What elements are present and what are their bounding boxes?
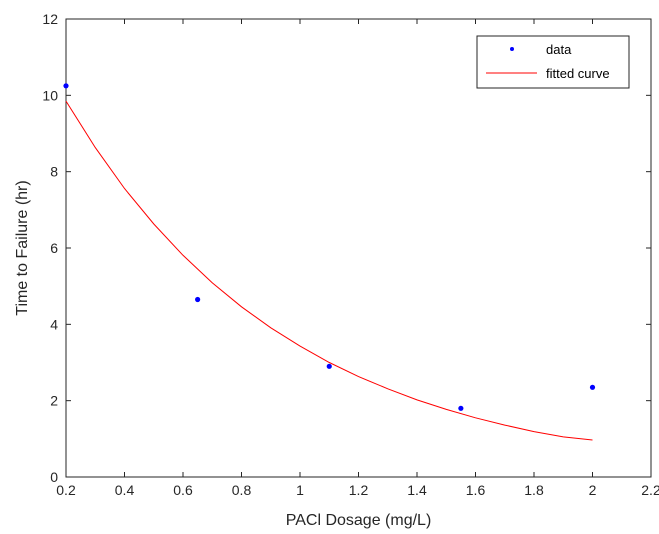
legend-box	[476, 35, 630, 89]
y-tick-label: 0	[50, 469, 58, 485]
x-axis-ticks: 0.2 0.4 0.6 0.8 1 1.2 1.4 1.6 1.8 2 2.2	[56, 19, 659, 498]
legend-data-marker	[510, 47, 514, 51]
legend-label-fitted-curve: fitted curve	[546, 66, 610, 81]
y-tick-label: 12	[42, 11, 58, 27]
y-axis-label: Time to Failure (hr)	[14, 180, 31, 315]
legend-label-data: data	[546, 42, 572, 57]
x-tick-label: 0.8	[232, 482, 252, 498]
fitted-curve-line	[65, 100, 593, 441]
x-tick-label: 1.4	[407, 482, 427, 498]
y-tick-label: 2	[50, 393, 58, 409]
data-point	[589, 384, 596, 390]
data-point	[458, 405, 464, 411]
data-point	[63, 83, 69, 89]
y-tick-label: 4	[50, 316, 58, 332]
y-axis-ticks: 0 2 4 6 8 10 12	[42, 11, 651, 485]
x-tick-label: 2	[589, 482, 597, 498]
x-tick-label: 0.2	[56, 482, 76, 498]
legend: data fitted curve	[476, 35, 630, 89]
data-point	[326, 363, 332, 369]
x-tick-label: 1.2	[349, 482, 369, 498]
y-tick-label: 10	[42, 87, 58, 103]
data-points	[63, 83, 596, 411]
x-tick-label: 2.2	[641, 482, 659, 498]
y-tick-label: 6	[50, 240, 58, 256]
x-tick-label: 0.6	[173, 482, 193, 498]
x-tick-label: 0.4	[115, 482, 135, 498]
x-tick-label: 1	[296, 482, 304, 498]
x-tick-label: 1.8	[524, 482, 544, 498]
data-point	[195, 296, 201, 303]
x-axis-label: PACl Dosage (mg/L)	[286, 512, 432, 529]
y-tick-label: 8	[50, 164, 58, 180]
x-tick-label: 1.6	[466, 482, 486, 498]
